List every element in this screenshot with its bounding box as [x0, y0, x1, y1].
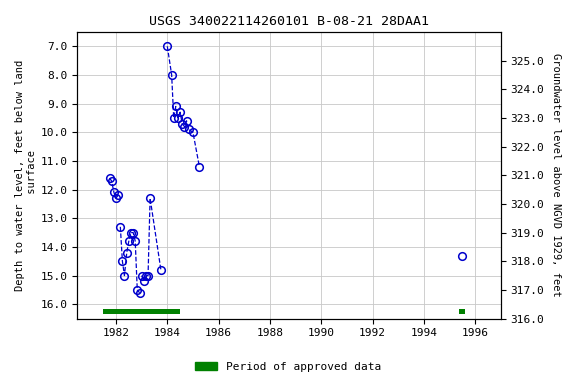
Y-axis label: Depth to water level, feet below land
 surface: Depth to water level, feet below land su…	[15, 60, 37, 291]
Legend: Period of approved data: Period of approved data	[191, 358, 385, 377]
Y-axis label: Groundwater level above NGVD 1929, feet: Groundwater level above NGVD 1929, feet	[551, 53, 561, 297]
Bar	[458, 309, 465, 314]
Title: USGS 340022114260101 B-08-21 28DAA1: USGS 340022114260101 B-08-21 28DAA1	[149, 15, 429, 28]
Bar	[103, 309, 180, 314]
